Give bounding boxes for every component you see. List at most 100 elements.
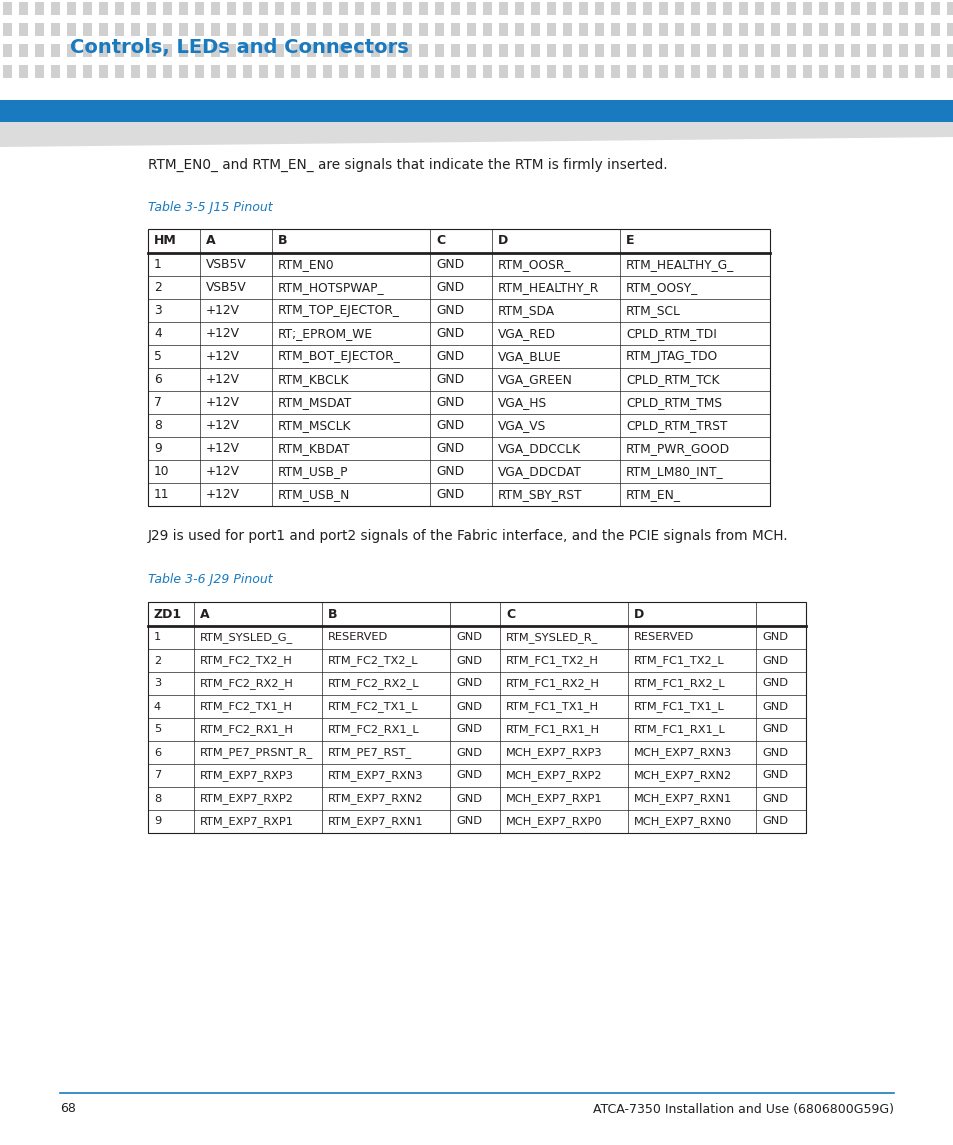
Bar [131, 65, 140, 78]
Bar [402, 2, 412, 15]
Bar [163, 65, 172, 78]
Bar [35, 65, 44, 78]
Bar [546, 2, 556, 15]
Bar [690, 2, 700, 15]
Text: 68: 68 [60, 1103, 76, 1115]
Text: RTM_FC2_RX2_L: RTM_FC2_RX2_L [328, 678, 419, 689]
Bar [531, 2, 539, 15]
Bar [51, 65, 60, 78]
Bar [482, 65, 492, 78]
Text: GND: GND [436, 488, 464, 502]
Text: RTM_USB_N: RTM_USB_N [277, 488, 350, 502]
Bar [451, 44, 459, 57]
Bar [467, 23, 476, 35]
Bar [578, 44, 587, 57]
Text: +12V: +12V [206, 305, 240, 317]
Text: GND: GND [456, 793, 481, 804]
Bar [786, 65, 795, 78]
Bar [258, 23, 268, 35]
Bar [866, 44, 875, 57]
Bar [227, 44, 235, 57]
Text: RTM_PE7_PRSNT_R_: RTM_PE7_PRSNT_R_ [200, 747, 313, 758]
Text: RTM_FC2_RX1_H: RTM_FC2_RX1_H [200, 724, 294, 735]
Bar [866, 65, 875, 78]
Text: 9: 9 [153, 816, 161, 827]
Text: VSB5V: VSB5V [206, 281, 247, 294]
Bar [675, 65, 683, 78]
Bar [258, 44, 268, 57]
Text: 11: 11 [153, 488, 170, 502]
Text: RTM_TOP_EJECTOR_: RTM_TOP_EJECTOR_ [277, 305, 399, 317]
Bar [323, 2, 332, 15]
Text: 4: 4 [153, 702, 161, 711]
Bar [482, 2, 492, 15]
Bar [930, 2, 939, 15]
Bar [610, 44, 619, 57]
Bar [35, 2, 44, 15]
Text: A: A [206, 235, 215, 247]
Text: CPLD_RTM_TRST: CPLD_RTM_TRST [625, 419, 726, 432]
Text: GND: GND [456, 748, 481, 758]
Bar [291, 2, 299, 15]
Bar [147, 2, 156, 15]
Text: MCH_EXP7_RXN3: MCH_EXP7_RXN3 [634, 747, 732, 758]
Bar [323, 23, 332, 35]
Bar [435, 65, 443, 78]
Text: GND: GND [761, 655, 787, 665]
Bar [83, 23, 91, 35]
Bar [786, 23, 795, 35]
Bar [802, 2, 811, 15]
Text: RTM_SYSLED_G_: RTM_SYSLED_G_ [200, 632, 293, 643]
Bar [163, 23, 172, 35]
Text: 7: 7 [153, 396, 162, 409]
Bar [770, 2, 780, 15]
Bar [946, 65, 953, 78]
Bar [834, 23, 843, 35]
Bar [482, 44, 492, 57]
Bar [243, 23, 252, 35]
Bar [578, 2, 587, 15]
Text: ZD1: ZD1 [153, 608, 182, 621]
Bar [498, 44, 507, 57]
Bar [626, 2, 636, 15]
Bar [946, 44, 953, 57]
Text: 6: 6 [153, 748, 161, 758]
Text: GND: GND [456, 771, 481, 781]
Bar [387, 65, 395, 78]
Text: RTM_FC1_RX1_L: RTM_FC1_RX1_L [634, 724, 725, 735]
Bar [418, 23, 428, 35]
Bar [690, 23, 700, 35]
Bar [562, 44, 572, 57]
Text: RTM_KBCLK: RTM_KBCLK [277, 373, 349, 386]
Bar [451, 23, 459, 35]
Text: 8: 8 [153, 419, 162, 432]
Bar [610, 2, 619, 15]
Bar [546, 65, 556, 78]
Bar [578, 65, 587, 78]
Bar [754, 2, 763, 15]
Text: +12V: +12V [206, 396, 240, 409]
Bar [338, 23, 348, 35]
Bar [467, 44, 476, 57]
Text: GND: GND [761, 771, 787, 781]
Bar [99, 23, 108, 35]
Text: MCH_EXP7_RXN2: MCH_EXP7_RXN2 [634, 771, 731, 781]
Bar [243, 2, 252, 15]
Bar [355, 44, 364, 57]
Bar [99, 2, 108, 15]
Bar [371, 2, 379, 15]
Text: MCH_EXP7_RXP1: MCH_EXP7_RXP1 [505, 793, 602, 804]
Bar [739, 65, 747, 78]
Text: C: C [436, 235, 445, 247]
Bar [818, 2, 827, 15]
Text: RTM_EXP7_RXP3: RTM_EXP7_RXP3 [200, 771, 294, 781]
Text: RTM_KBDAT: RTM_KBDAT [277, 442, 350, 455]
Bar [690, 44, 700, 57]
Bar [194, 23, 204, 35]
Bar [595, 2, 603, 15]
Bar [418, 65, 428, 78]
Bar [642, 23, 651, 35]
Text: B: B [277, 235, 287, 247]
Bar [515, 44, 523, 57]
Bar [355, 2, 364, 15]
